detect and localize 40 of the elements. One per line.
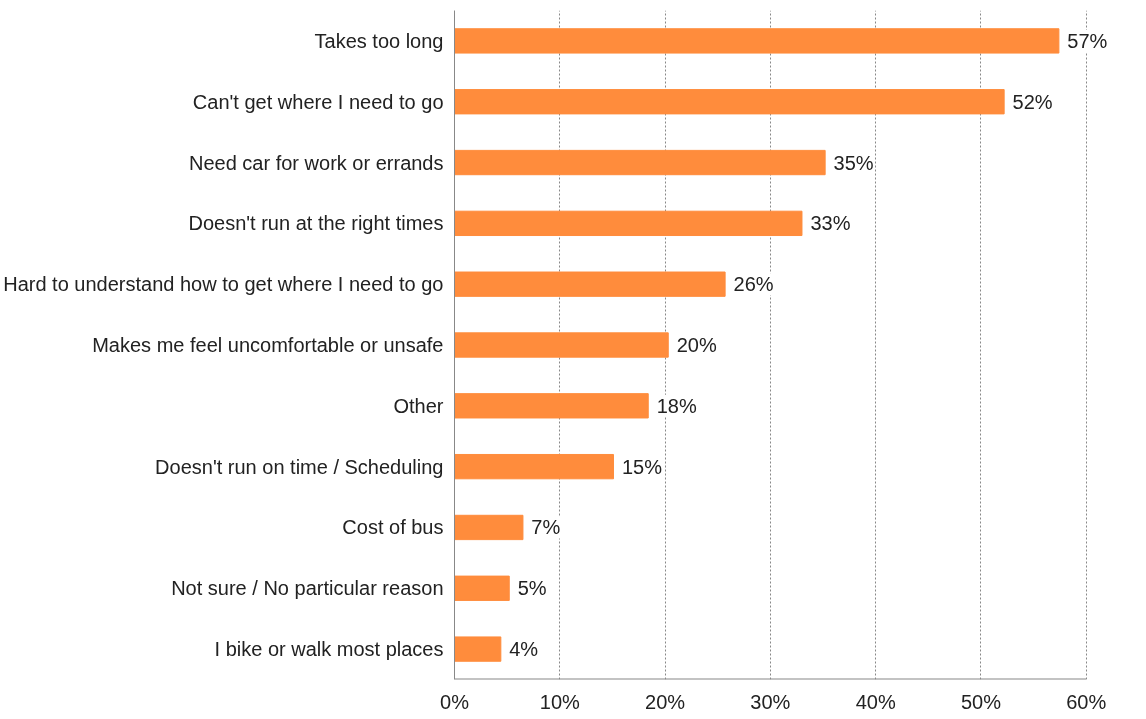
y-tick-label: Cost of bus bbox=[342, 516, 444, 539]
data-label: 35% bbox=[833, 151, 874, 174]
bar bbox=[454, 332, 669, 358]
bar bbox=[454, 28, 1060, 54]
y-tick-label: Hard to understand how to get where I need to go bbox=[3, 273, 444, 296]
bar bbox=[454, 393, 649, 419]
y-tick-label: Other bbox=[393, 394, 444, 417]
y-tick-label: Need car for work or errands bbox=[188, 151, 444, 174]
data-label: 4% bbox=[509, 638, 539, 661]
bar bbox=[454, 636, 502, 662]
data-label: 52% bbox=[1012, 90, 1053, 113]
y-tick-label: Not sure / No particular reason bbox=[171, 577, 444, 600]
data-label: 26% bbox=[733, 273, 774, 296]
bar bbox=[454, 271, 726, 297]
y-tick-label: Doesn't run on time / Scheduling bbox=[155, 455, 444, 478]
y-tick-label: I bike or walk most places bbox=[214, 638, 444, 661]
data-label: 18% bbox=[656, 394, 697, 417]
data-label: 20% bbox=[676, 334, 717, 356]
x-tick-label: 60% bbox=[1066, 690, 1107, 713]
bar bbox=[454, 89, 1005, 115]
x-tick-label: 50% bbox=[960, 690, 1002, 713]
data-label: 33% bbox=[810, 212, 851, 235]
x-tick-label: 20% bbox=[645, 690, 686, 713]
data-label: 5% bbox=[517, 577, 547, 600]
data-label: 57% bbox=[1067, 29, 1108, 52]
x-tick-label: 10% bbox=[539, 690, 581, 713]
x-tick-label: 30% bbox=[750, 690, 791, 713]
y-tick-label: Can't get where I need to go bbox=[192, 90, 444, 113]
y-tick-label: Takes too long bbox=[314, 29, 444, 52]
x-tick-label: 0% bbox=[440, 690, 470, 713]
bar bbox=[454, 210, 803, 237]
bar bbox=[454, 514, 524, 541]
x-tick-label: 40% bbox=[855, 690, 896, 713]
bar bbox=[454, 149, 826, 176]
data-label: 7% bbox=[531, 516, 561, 539]
bar bbox=[454, 575, 510, 601]
y-tick-label: Doesn't run at the right times bbox=[188, 212, 444, 235]
data-label: 15% bbox=[621, 455, 663, 478]
bar bbox=[454, 453, 614, 480]
y-tick-label: Makes me feel uncomfortable or unsafe bbox=[92, 334, 444, 356]
